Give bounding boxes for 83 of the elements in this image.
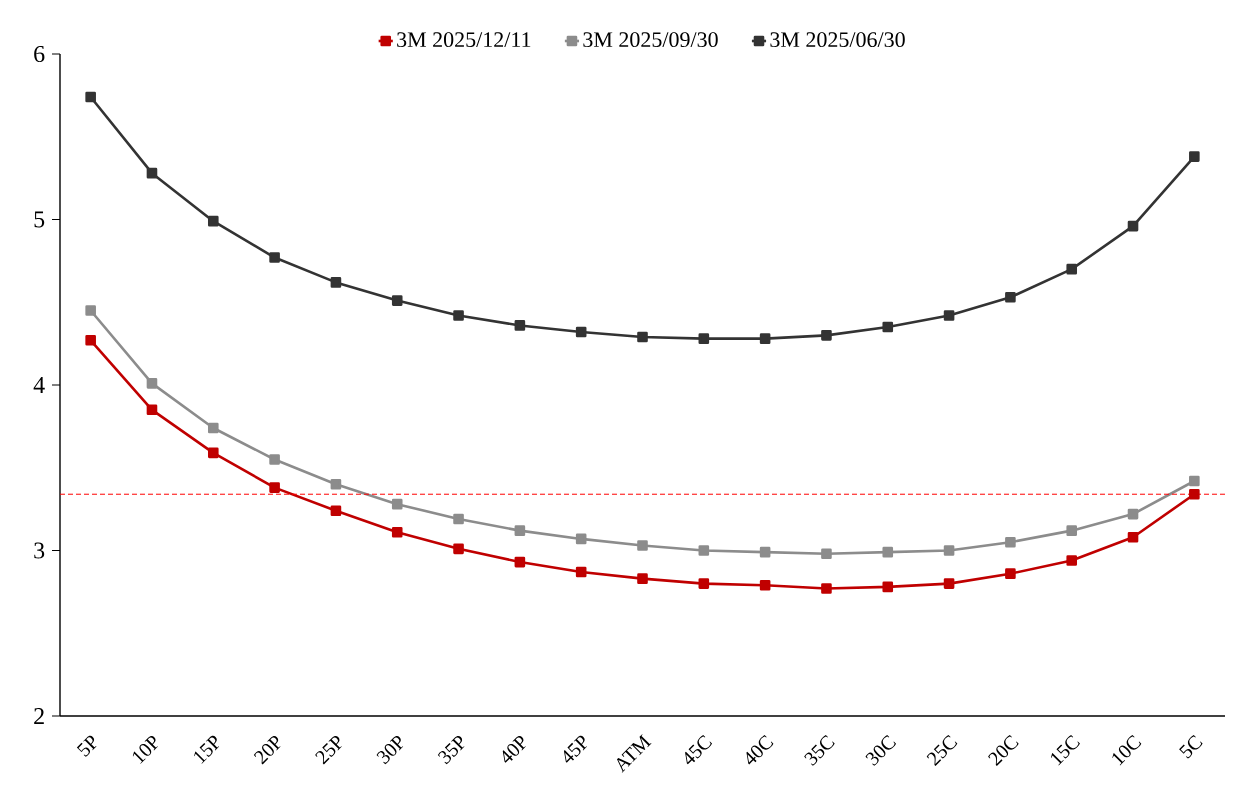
point bbox=[637, 573, 648, 584]
point bbox=[698, 333, 710, 344]
y-tick-label: 3 bbox=[34, 542, 45, 559]
point bbox=[1189, 151, 1200, 162]
point bbox=[269, 482, 280, 493]
point bbox=[1189, 488, 1200, 500]
point bbox=[207, 422, 219, 434]
point bbox=[698, 545, 710, 556]
point bbox=[146, 167, 158, 179]
point bbox=[269, 454, 280, 465]
point bbox=[85, 91, 96, 103]
legend-label: 3M 2025/09/30 bbox=[583, 32, 718, 48]
point bbox=[146, 378, 158, 389]
point bbox=[882, 581, 894, 593]
x-tick-label: 15P bbox=[194, 735, 220, 764]
point bbox=[821, 583, 832, 594]
point bbox=[1005, 291, 1016, 303]
point bbox=[943, 578, 955, 589]
x-tick-label: 20C bbox=[988, 735, 1019, 767]
point bbox=[330, 505, 342, 517]
point bbox=[575, 326, 587, 338]
point bbox=[575, 533, 587, 545]
point bbox=[453, 543, 464, 555]
x-tick-label: 10C bbox=[1112, 735, 1142, 766]
point bbox=[759, 546, 771, 558]
point bbox=[330, 479, 342, 490]
x-tick-label: 25C bbox=[926, 735, 958, 767]
point bbox=[1127, 531, 1139, 543]
point bbox=[698, 578, 710, 589]
point bbox=[882, 546, 894, 558]
point bbox=[330, 277, 342, 288]
point bbox=[85, 335, 96, 346]
point bbox=[821, 548, 832, 560]
point bbox=[146, 404, 158, 416]
x-tick-label: 30P bbox=[376, 735, 404, 765]
point bbox=[1005, 536, 1016, 548]
point bbox=[1066, 555, 1078, 566]
point bbox=[1127, 508, 1139, 520]
x-tick-label: 25P bbox=[315, 735, 342, 765]
legend-label: 3M 2025/12/11 bbox=[397, 32, 531, 48]
point bbox=[514, 525, 526, 536]
point bbox=[391, 295, 403, 306]
point bbox=[391, 498, 403, 510]
point bbox=[943, 545, 955, 556]
point bbox=[637, 540, 648, 551]
point bbox=[1066, 263, 1078, 275]
point bbox=[821, 330, 832, 341]
x-tick-label: 40C bbox=[746, 735, 774, 765]
x-tick-label: 30C bbox=[865, 735, 897, 766]
point bbox=[514, 320, 526, 331]
x-tick-label: 40P bbox=[502, 735, 526, 763]
point bbox=[1189, 475, 1200, 487]
point bbox=[1066, 525, 1078, 536]
y-tick-label: 2 bbox=[34, 708, 44, 724]
point bbox=[575, 566, 587, 578]
x-tick-label: 35C bbox=[804, 735, 835, 766]
x-tick-label: 45P bbox=[563, 735, 588, 763]
point bbox=[85, 305, 96, 316]
point bbox=[943, 310, 955, 321]
x-tick-label: 20P bbox=[253, 735, 281, 765]
x-tick-label: 10P bbox=[132, 735, 158, 764]
legend-label: 3M 2025/06/30 bbox=[770, 32, 905, 48]
point bbox=[207, 215, 219, 227]
point bbox=[269, 252, 280, 263]
point bbox=[1127, 220, 1139, 232]
x-tick-label: 15C bbox=[1050, 735, 1080, 766]
point bbox=[1005, 568, 1016, 579]
point bbox=[453, 310, 464, 321]
point bbox=[453, 513, 464, 525]
x-tick-label: 45C bbox=[685, 735, 713, 765]
point bbox=[514, 556, 526, 568]
x-tick-label: 35P bbox=[437, 735, 465, 765]
point bbox=[759, 579, 771, 591]
y-tick-label: 5 bbox=[34, 211, 45, 228]
point bbox=[207, 447, 219, 459]
point bbox=[759, 333, 771, 344]
point bbox=[637, 331, 648, 343]
point bbox=[391, 526, 403, 538]
y-tick-label: 4 bbox=[33, 377, 45, 393]
point bbox=[882, 321, 894, 333]
x-tick-label: 5P bbox=[76, 735, 97, 757]
x-tick-label: 5C bbox=[1179, 735, 1203, 759]
y-tick-label: 6 bbox=[34, 45, 45, 63]
